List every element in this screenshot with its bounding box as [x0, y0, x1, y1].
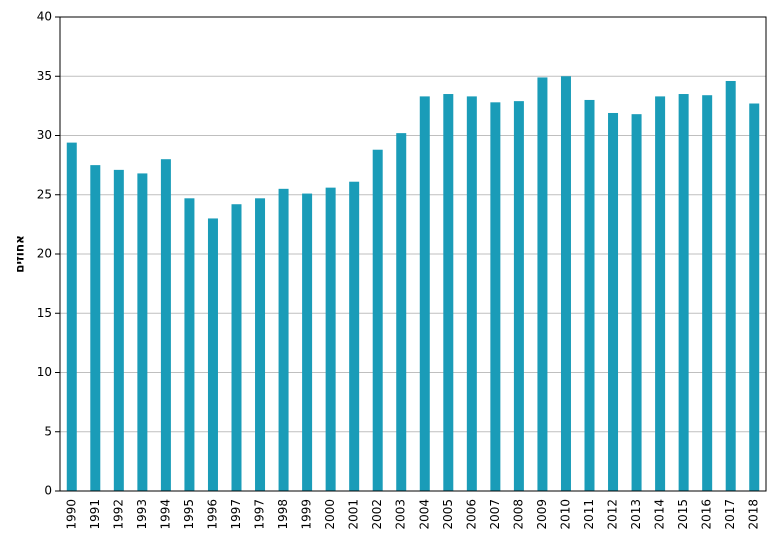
x-tick-label: 1996: [205, 499, 219, 530]
y-tick-label: 20: [37, 247, 52, 261]
x-tick-label: 2001: [347, 499, 361, 530]
bar: [302, 193, 313, 491]
bar: [537, 77, 548, 491]
x-tick-label: 1999: [300, 499, 314, 530]
bar: [749, 103, 760, 491]
y-tick-label: 35: [37, 69, 52, 83]
bar: [113, 169, 124, 492]
x-tick-label: 2003: [394, 499, 408, 530]
x-tick-label: 2006: [464, 499, 478, 530]
bar: [631, 114, 642, 492]
y-axis-label: אחוזים: [13, 235, 27, 273]
bar: [443, 94, 454, 492]
bar: [137, 173, 148, 492]
x-tick-label: 2004: [417, 499, 431, 530]
bar: [66, 142, 77, 492]
bar: [349, 181, 360, 491]
bar: [655, 96, 666, 492]
x-tick-label: 1993: [135, 499, 149, 530]
x-tick-label: 2010: [558, 499, 572, 530]
x-tick-label: 2005: [441, 499, 455, 530]
bar: [278, 188, 289, 491]
x-tick-label: 2011: [582, 499, 596, 530]
y-tick-label: 15: [37, 306, 52, 320]
x-tick-label: 1997: [229, 499, 243, 530]
x-tick-label: 2014: [653, 499, 667, 530]
bar: [372, 149, 383, 491]
bar: [419, 96, 430, 492]
bar: [560, 76, 571, 491]
x-tick-label: 2018: [747, 499, 761, 530]
x-tick-label: 2000: [323, 499, 337, 530]
bar: [207, 218, 218, 491]
y-tick-label: 0: [44, 484, 52, 498]
x-tick-label: 2007: [488, 499, 502, 530]
bar: [231, 204, 242, 492]
x-tick-label: 2012: [606, 499, 620, 530]
y-tick-label: 30: [37, 128, 52, 142]
plot-border: [59, 16, 767, 492]
x-tick-label: 1998: [276, 499, 290, 530]
bar: [396, 133, 407, 491]
x-tick-label: 2015: [676, 499, 690, 530]
y-tick-label: 40: [37, 10, 52, 24]
bar: [325, 187, 336, 491]
bar: [160, 159, 171, 491]
x-tick-label: 2002: [370, 499, 384, 530]
y-tick-label: 25: [37, 187, 52, 201]
x-tick-label: 2017: [723, 499, 737, 530]
bar: [255, 198, 266, 491]
x-tick-label: 2013: [629, 499, 643, 530]
x-tick-label: 1995: [182, 499, 196, 530]
x-tick-label: 1990: [64, 499, 78, 530]
x-tick-label: 1991: [88, 499, 102, 530]
x-tick-label: 1997: [253, 499, 267, 530]
bar: [513, 101, 524, 491]
x-tick-label: 1994: [158, 499, 172, 530]
bar: [678, 94, 689, 492]
bar: [184, 198, 195, 491]
bar: [584, 99, 595, 491]
bar: [725, 80, 736, 492]
y-tick-label: 5: [44, 424, 52, 438]
x-tick-label: 2016: [700, 499, 714, 530]
bar: [466, 96, 477, 492]
x-tick-label: 1992: [111, 499, 125, 530]
x-tick-label: 2008: [511, 499, 525, 530]
y-tick-label: 10: [37, 365, 52, 379]
bar: [702, 95, 713, 492]
x-tick-label: 2009: [535, 499, 549, 530]
bar: [90, 165, 101, 491]
bar: [608, 112, 619, 492]
bar: [490, 102, 501, 491]
